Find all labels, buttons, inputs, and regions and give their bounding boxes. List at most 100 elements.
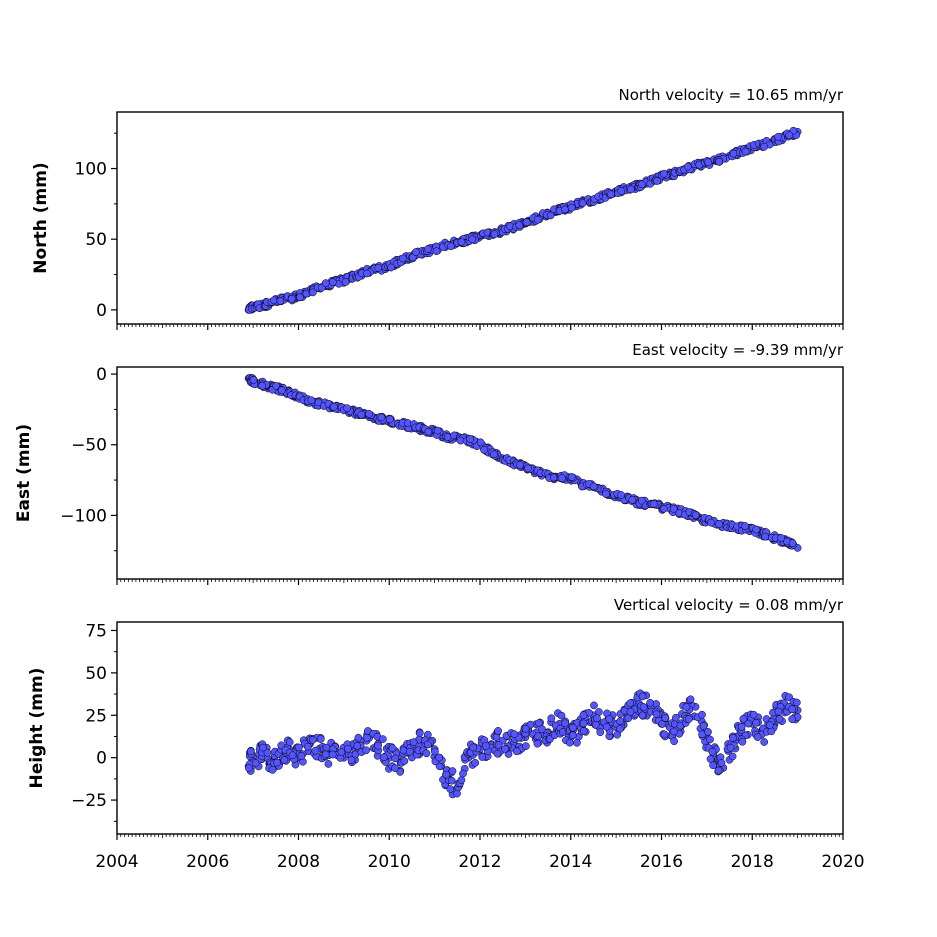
height-data-point	[565, 738, 574, 747]
height-data-point	[561, 719, 569, 728]
height-data-point	[494, 741, 503, 749]
east-data-point	[617, 491, 626, 499]
north-data-point	[276, 297, 285, 305]
height-data-point	[391, 754, 400, 763]
north-points	[244, 126, 802, 314]
north-data-point	[399, 254, 407, 263]
height-data-point	[424, 740, 432, 749]
height-data-point	[396, 768, 404, 776]
height-data-point	[738, 737, 747, 746]
height-data-point	[775, 715, 784, 723]
height-data-point	[374, 741, 382, 750]
east-data-point	[628, 496, 637, 504]
north-data-point	[296, 293, 304, 302]
height-data-point	[245, 764, 253, 772]
height-data-point	[288, 751, 297, 760]
height-data-point	[714, 766, 723, 775]
east-data-point	[589, 482, 598, 491]
height-y-tick-label: 25	[85, 706, 107, 726]
height-data-point	[268, 766, 277, 774]
height-data-point	[457, 776, 466, 784]
height-data-point	[380, 753, 388, 762]
east-axis-label: East (mm)	[14, 424, 34, 522]
height-data-point	[316, 735, 325, 743]
north-data-point	[683, 162, 692, 171]
height-data-point	[744, 719, 753, 728]
height-data-point	[501, 745, 509, 753]
east-data-point	[669, 504, 678, 513]
north-data-point	[374, 263, 383, 272]
north-data-point	[546, 211, 555, 220]
height-data-point	[321, 750, 330, 759]
panel-height: −25 0 25 50 75 2004 2006 2008 2010 2012 2014 2016 20…	[27, 596, 865, 872]
north-data-point	[715, 157, 723, 166]
height-data-point	[624, 714, 633, 723]
north-data-point	[457, 238, 466, 246]
height-data-point	[728, 752, 737, 761]
height-y-tick-label: −25	[71, 791, 107, 811]
north-data-point	[617, 187, 626, 195]
north-y-tick-label: 0	[96, 301, 107, 321]
east-plot-frame	[116, 366, 844, 580]
north-data-point	[567, 203, 576, 212]
height-data-point	[448, 767, 457, 775]
height-data-point	[682, 703, 691, 711]
height-data-point	[706, 755, 715, 763]
height-data-point	[353, 742, 362, 750]
east-data-point	[557, 474, 566, 482]
height-data-point	[646, 698, 655, 707]
east-data-point	[277, 386, 286, 395]
north-data-point	[561, 205, 569, 214]
north-velocity-title: North velocity = 10.65 mm/yr	[619, 86, 844, 104]
height-data-point	[447, 776, 456, 785]
east-ticks: 0 −50 −100	[60, 365, 844, 585]
height-data-point	[308, 736, 317, 744]
east-data-point	[752, 525, 761, 534]
height-data-point	[478, 753, 487, 761]
height-data-point	[510, 730, 519, 738]
north-ticks: 0 50 100	[75, 132, 844, 330]
north-data-point	[729, 149, 738, 158]
height-data-point	[737, 723, 746, 731]
x-tick-label: 2016	[640, 852, 683, 872]
north-data-point	[578, 199, 587, 208]
height-data-point	[639, 703, 648, 711]
height-data-point	[354, 733, 363, 742]
height-data-point	[684, 715, 693, 723]
height-data-point	[573, 738, 581, 747]
east-data-point	[715, 520, 723, 528]
height-data-point	[704, 728, 712, 736]
north-data-point	[638, 180, 646, 189]
height-data-point	[482, 742, 490, 750]
height-data-point	[246, 747, 255, 756]
north-data-point	[774, 132, 783, 141]
height-data-point	[442, 770, 451, 779]
height-data-point	[669, 727, 678, 736]
height-data-point	[388, 744, 397, 753]
height-data-point	[672, 713, 680, 722]
height-data-point	[698, 710, 706, 719]
height-data-point	[613, 730, 622, 739]
east-data-point	[249, 376, 258, 384]
height-data-point	[422, 749, 431, 758]
east-y-tick-label: −50	[71, 436, 107, 456]
east-data-point	[377, 413, 386, 422]
north-data-point	[287, 294, 296, 303]
east-velocity-title: East velocity = -9.39 mm/yr	[632, 341, 844, 359]
height-data-point	[557, 711, 566, 720]
height-data-point	[605, 715, 614, 723]
east-data-point	[385, 415, 394, 424]
height-data-point	[792, 698, 801, 707]
east-data-point	[602, 490, 610, 498]
height-data-point	[593, 714, 601, 723]
height-data-point	[453, 789, 461, 798]
height-data-point	[591, 720, 600, 729]
east-points	[244, 373, 802, 552]
height-data-point	[362, 733, 371, 742]
height-data-point	[431, 747, 439, 756]
height-data-point	[739, 714, 748, 723]
east-data-point	[524, 464, 532, 473]
vertical-velocity-title: Vertical velocity = 0.08 mm/yr	[614, 596, 844, 614]
height-data-point	[259, 743, 267, 752]
height-data-point	[295, 743, 303, 752]
